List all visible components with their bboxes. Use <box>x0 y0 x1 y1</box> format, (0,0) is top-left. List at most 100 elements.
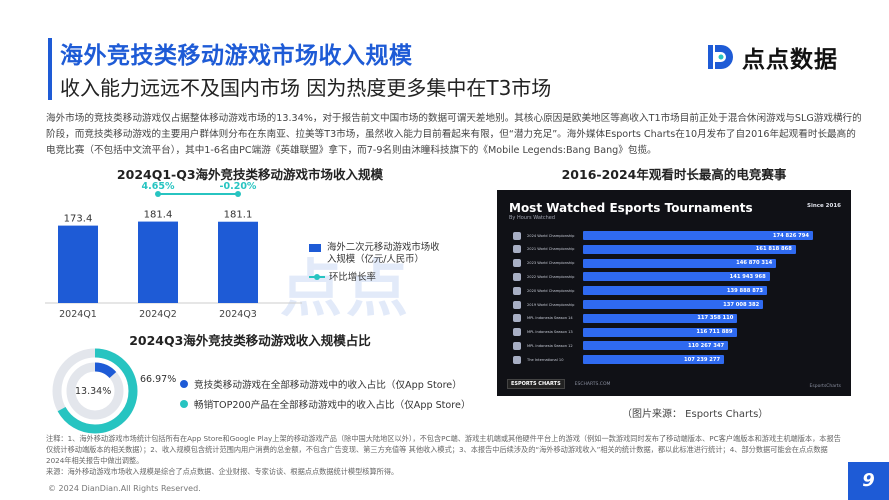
growth-point <box>155 191 161 197</box>
x-tick-label: 2024Q3 <box>219 309 257 320</box>
esports-bar-value: 117 358 110 <box>697 315 734 322</box>
tournament-name: 2022 World Championship <box>527 274 575 279</box>
esports-row: MPL Indonesia Season 13 116 711 889 <box>513 327 737 338</box>
esports-bar-value: 107 239 277 <box>683 356 721 363</box>
tournament-name: 2019 World Championship <box>527 302 575 307</box>
revenue-legend: 海外二次元移动游戏市场收入规模（亿元/人民币） 环比增长率 <box>309 242 449 290</box>
esports-bar: 110 267 347 <box>583 341 729 351</box>
tournament-name: The International 10 <box>527 357 564 362</box>
revenue-bar-chart: 173.4 2024Q1 181.4 2024Q2 181.1 2024Q3 4.65% -0… <box>45 181 302 320</box>
esports-bar: 107 239 277 <box>583 355 725 365</box>
tournament-icon <box>513 245 521 254</box>
esports-bar: 141 943 968 <box>583 272 770 282</box>
page-subtitle: 收入能力远远不及国内市场 因为热度更多集中在T3市场 <box>60 76 552 100</box>
esports-image-subtitle: By Hours Watched <box>509 215 556 221</box>
bar-2024Q1 <box>58 225 98 303</box>
esports-row: 2022 World Championship 141 943 968 <box>513 271 770 282</box>
donut-outer-label: 66.97% <box>140 374 177 385</box>
esports-row: 2020 World Championship 139 888 873 <box>513 285 768 296</box>
tournament-icon <box>513 314 521 323</box>
donut-legend-item-2: 畅销TOP200产品在全部移动游戏中的收入占比（仅App Store） <box>180 397 471 411</box>
diandian-logo: 点点数据 <box>706 40 838 74</box>
page-number: 9 <box>848 462 889 500</box>
legend-line-swatch <box>309 272 325 282</box>
intro-paragraph: 海外市场的竞技类移动游戏仅占据整体移动游戏市场的13.34%，对于报告前文中国市… <box>46 113 862 156</box>
tournament-name: 2024 World Championship <box>527 233 575 238</box>
esports-bar: 161 818 868 <box>583 244 796 254</box>
bar-2024Q2 <box>138 221 178 303</box>
title-accent-bar <box>48 38 52 100</box>
esports-bar: 174 826 794 <box>583 231 813 240</box>
esports-footer: ESPORTS CHARTS ESCHARTS.COM <box>507 379 610 389</box>
revenue-chart-title: 2024Q1-Q3海外竞技类移动游戏市场收入规模 <box>116 167 384 182</box>
tournament-icon <box>513 300 521 309</box>
bar-value-label: 181.4 <box>144 210 173 221</box>
esports-bar-value: 141 943 968 <box>729 273 766 280</box>
esports-row: 2019 World Championship 137 008 382 <box>513 299 764 310</box>
tournament-icon <box>513 259 521 268</box>
tournament-icon <box>513 355 521 364</box>
share-chart-title: 2024Q3海外竞技类移动游戏收入规模占比 <box>129 333 371 348</box>
legend-dot-blue <box>180 380 188 388</box>
esports-bar: 137 008 382 <box>583 300 764 309</box>
donut-legend-label-2: 畅销TOP200产品在全部移动游戏中的收入占比（仅App Store） <box>194 400 471 411</box>
copyright: © 2024 DianDian.All Rights Reserved. <box>48 484 201 493</box>
tournament-icon <box>513 341 521 350</box>
esports-bar-value: 116 711 889 <box>696 329 733 336</box>
esports-charts-logo: ESPORTS CHARTS <box>507 379 565 389</box>
tournament-icon <box>513 328 521 337</box>
tournament-icon <box>513 231 521 240</box>
tournament-name: MPL Indonesia Season 12 <box>527 343 573 348</box>
page-title: 海外竞技类移动游戏市场收入规模 <box>60 43 413 69</box>
esports-section-title: 2016-2024年观看时长最高的电竞赛事 <box>561 167 787 182</box>
esports-row: 2023 World Championship 146 870 314 <box>513 258 777 269</box>
esports-bar-value: 110 267 347 <box>687 342 725 349</box>
legend-dot-teal <box>180 400 188 408</box>
esports-bar: 146 870 314 <box>583 258 777 268</box>
esports-bar-value: 161 818 868 <box>755 246 792 253</box>
note-line-2: 来源：海外移动游戏市场收入规模是综合了点点数据、企业财报、专家访谈、根据点点数据… <box>46 467 399 476</box>
donut-legend-label-1: 竞技类移动游戏在全部移动游戏中的收入占比（仅App Store） <box>194 380 462 391</box>
esports-row: MPL Indonesia Season 12 110 267 347 <box>513 340 729 351</box>
tournament-name: MPL Indonesia Season 14 <box>527 316 573 321</box>
diandian-logo-icon <box>708 45 733 69</box>
esports-bar: 117 358 110 <box>583 313 738 323</box>
esports-bar: 139 888 873 <box>583 286 768 296</box>
donut-outer-ring <box>52 348 138 434</box>
tournament-name: 2023 World Championship <box>527 261 575 266</box>
donut-legend-item-1: 竞技类移动游戏在全部移动游戏中的收入占比（仅App Store） <box>180 377 462 391</box>
bar-value-label: 181.1 <box>224 210 253 221</box>
legend-bar-swatch <box>309 244 321 252</box>
esports-image-title: Most Watched Esports Tournaments <box>509 201 753 215</box>
tournament-name: 2020 World Championship <box>527 288 575 293</box>
esports-row: The International 10 107 239 277 <box>513 354 725 365</box>
esports-since-label: Since 2016 <box>807 203 841 209</box>
x-tick-label: 2024Q1 <box>59 309 97 320</box>
esports-chart-image: Most Watched Esports Tournaments By Hour… <box>497 190 851 396</box>
donut-inner-label: 13.34% <box>75 386 112 397</box>
tournament-name: 2021 World Championship <box>527 247 575 252</box>
x-tick-label: 2024Q2 <box>139 309 177 320</box>
esports-footer-right: EsportsCharts <box>809 384 841 389</box>
legend-line-label: 环比增长率 <box>329 272 376 283</box>
esports-footer-link: ESCHARTS.COM <box>574 381 611 387</box>
esports-bar-value: 137 008 382 <box>723 301 760 308</box>
esports-bar: 116 711 889 <box>583 327 737 337</box>
note-line-1: 注释：1、海外移动游戏市场统计包括所有在App Store和Google Pla… <box>46 434 841 465</box>
bar-2024Q3 <box>218 221 258 303</box>
tournament-icon <box>513 272 521 281</box>
tournament-name: MPL Indonesia Season 13 <box>527 330 573 335</box>
notes-block: 注释：1、海外移动游戏市场统计包括所有在App Store和Google Pla… <box>46 433 846 477</box>
esports-bar-value: 146 870 314 <box>736 260 773 267</box>
image-source-caption: （图片来源： Esports Charts） <box>622 409 769 420</box>
logo-text: 点点数据 <box>742 47 838 73</box>
growth-label: 4.65% <box>142 181 175 192</box>
tournament-icon <box>513 286 521 295</box>
donut-inner-ring <box>66 362 124 420</box>
legend-bar-label: 海外二次元移动游戏市场收入规模（亿元/人民币） <box>327 242 440 265</box>
bar-value-label: 173.4 <box>64 214 93 225</box>
share-donut-chart <box>52 348 138 434</box>
growth-label: -0.20% <box>220 181 257 192</box>
esports-row: MPL Indonesia Season 14 117 358 110 <box>513 313 738 324</box>
esports-bar-value: 174 826 794 <box>772 232 809 239</box>
